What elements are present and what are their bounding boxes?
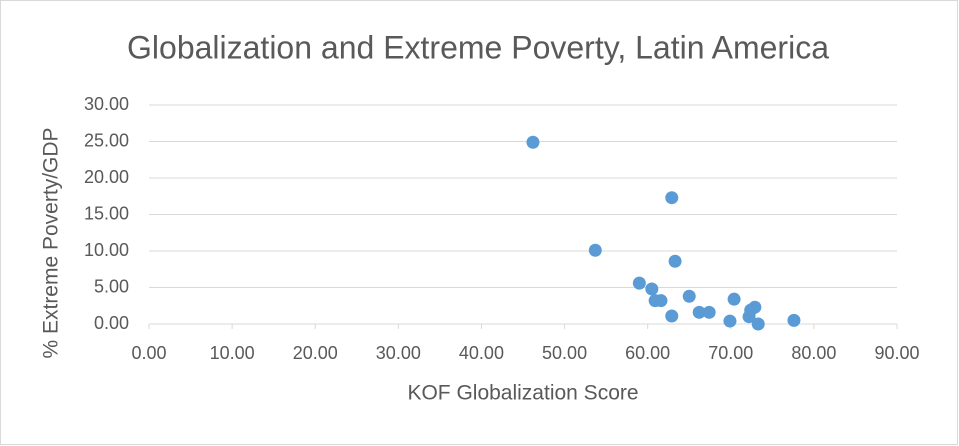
- point: [702, 305, 716, 319]
- x-tick-label: 50.00: [542, 343, 587, 363]
- y-tick-label: 0.00: [94, 313, 129, 333]
- x-tick-label: 0.00: [131, 343, 166, 363]
- point: [727, 292, 741, 306]
- point: [692, 305, 706, 319]
- x-tick-label: 80.00: [791, 343, 836, 363]
- chart-title: Globalization and Extreme Poverty, Latin…: [127, 29, 829, 65]
- point: [526, 135, 540, 149]
- point: [645, 282, 659, 296]
- point: [668, 254, 682, 268]
- x-tick-label: 90.00: [874, 343, 919, 363]
- point: [742, 310, 756, 324]
- point: [751, 317, 765, 331]
- point: [723, 314, 737, 328]
- x-axis-label: KOF Globalization Score: [407, 382, 638, 405]
- x-tick-label: 20.00: [293, 343, 338, 363]
- point: [665, 309, 679, 323]
- x-tick-label: 70.00: [708, 343, 753, 363]
- point: [632, 276, 646, 290]
- x-tick-label: 30.00: [376, 343, 421, 363]
- point: [665, 191, 679, 205]
- point: [682, 289, 696, 303]
- y-tick-label: 15.00: [84, 203, 129, 223]
- y-tick-label: 5.00: [94, 276, 129, 296]
- x-tick-label: 10.00: [210, 343, 255, 363]
- x-tick-label: 40.00: [459, 343, 504, 363]
- point: [588, 243, 602, 257]
- y-tick-label: 10.00: [84, 240, 129, 260]
- x-tick-label: 60.00: [625, 343, 670, 363]
- point: [787, 313, 801, 327]
- point: [654, 294, 668, 308]
- y-tick-label: 25.00: [84, 130, 129, 150]
- y-axis-label: % Extreme Poverty/GDP: [40, 127, 63, 358]
- y-tick-label: 30.00: [84, 94, 129, 114]
- y-tick-label: 20.00: [84, 167, 129, 187]
